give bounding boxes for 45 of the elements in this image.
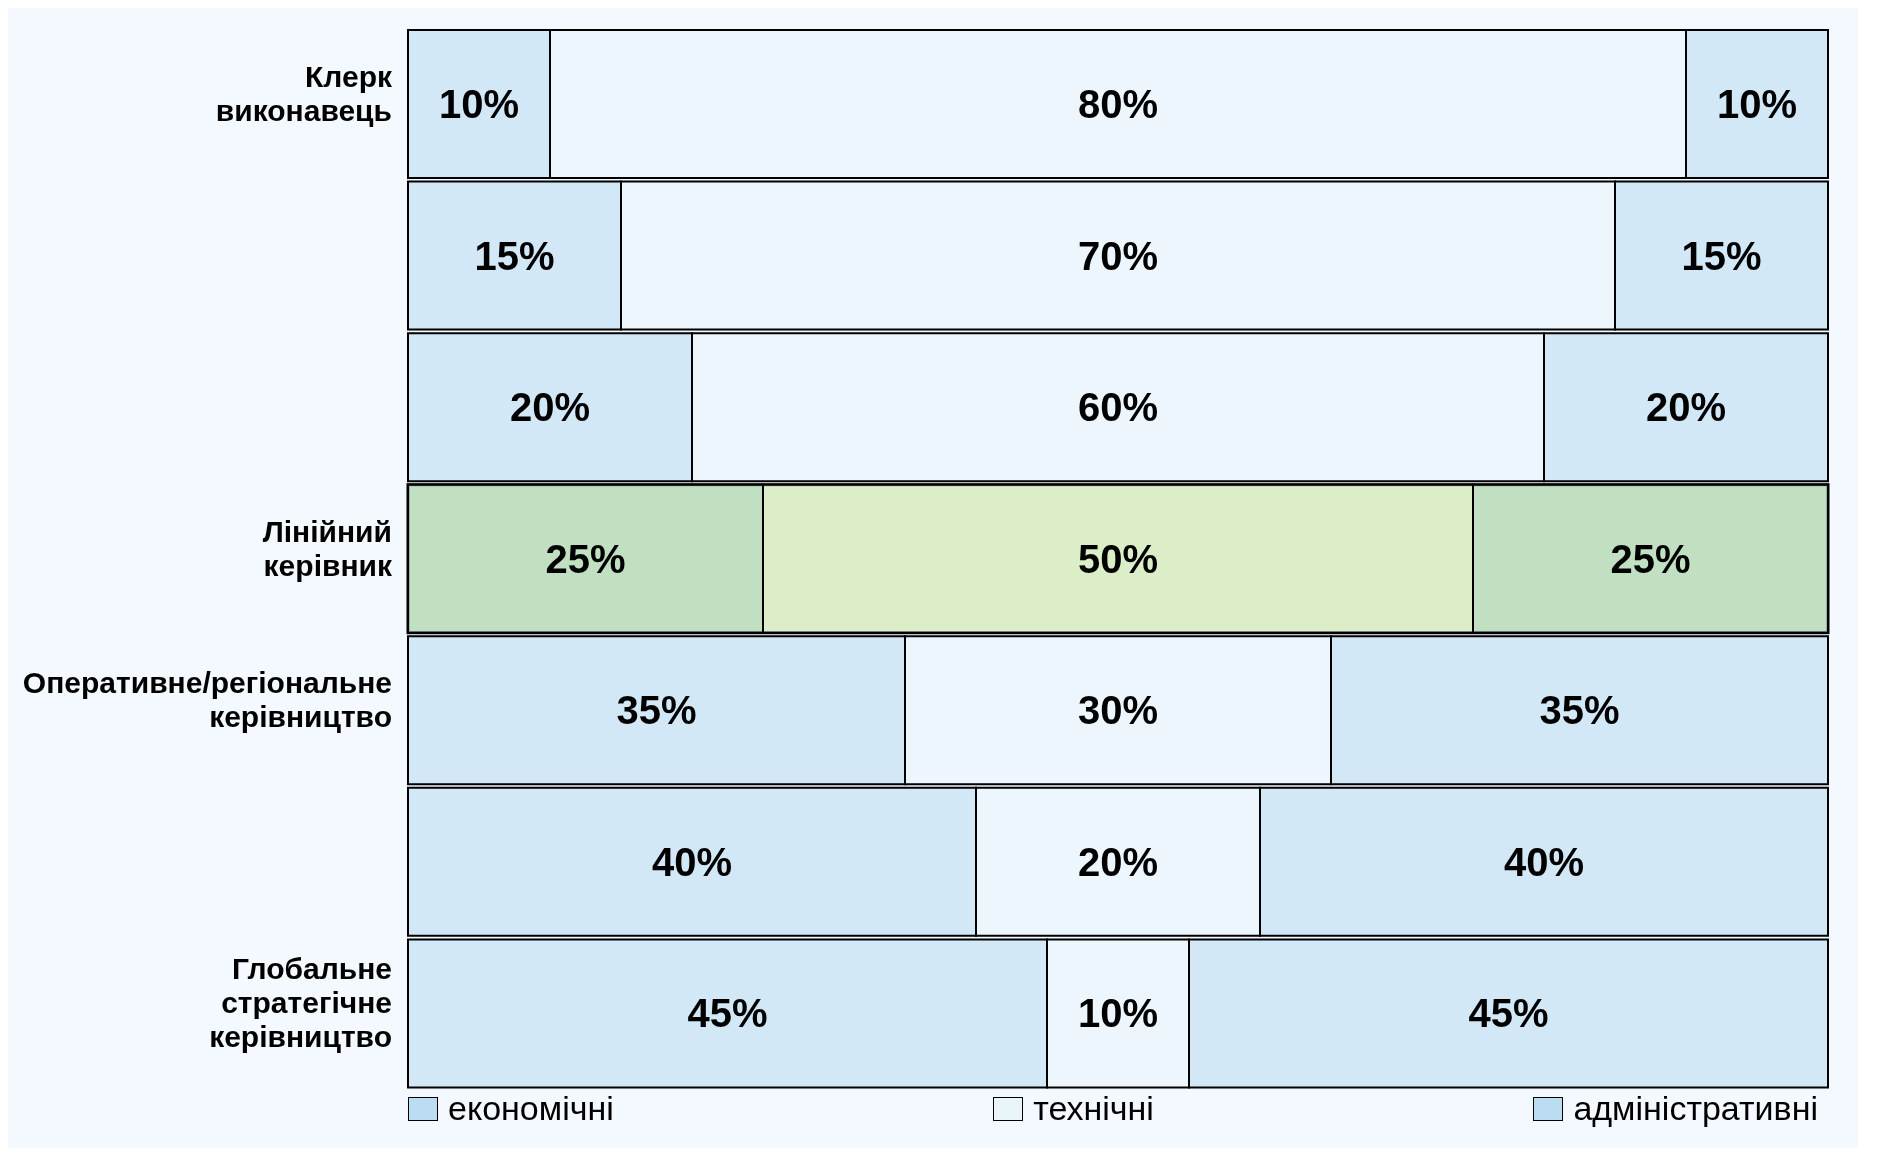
data-label: 20% <box>1077 839 1159 884</box>
y-tick-label: Глобальне стратегічне керівництво <box>209 952 392 1054</box>
data-label: 80% <box>1077 82 1159 126</box>
data-label: 25% <box>1610 536 1691 581</box>
data-label: 10% <box>1716 82 1798 126</box>
bar <box>407 29 551 179</box>
y-tick-label: Клерк виконавець <box>215 59 393 127</box>
bar <box>1472 483 1829 634</box>
bar <box>975 786 1261 937</box>
bar <box>407 332 693 483</box>
data-label: 20% <box>1645 385 1727 430</box>
data-label: 40% <box>651 839 733 884</box>
bar <box>1614 180 1829 331</box>
bar <box>407 786 977 937</box>
data-label: 50% <box>1077 536 1159 581</box>
bar <box>1188 938 1829 1089</box>
bar <box>904 635 1332 786</box>
data-label: 30% <box>1077 688 1159 733</box>
data-label: 15% <box>1681 233 1762 278</box>
bar <box>407 938 1048 1089</box>
legend-label: адміністративні <box>1573 1089 1818 1128</box>
data-label: 10% <box>1077 991 1159 1036</box>
legend-label: технічні <box>1033 1089 1154 1128</box>
data-label: 20% <box>509 385 591 430</box>
bar <box>407 483 764 634</box>
bar <box>549 29 1687 179</box>
data-label: 40% <box>1503 839 1585 884</box>
data-label: 35% <box>1539 688 1620 733</box>
y-tick-label: Оперативне/регіональне керівництво <box>22 666 392 734</box>
data-label: 35% <box>616 688 697 733</box>
data-label: 60% <box>1077 385 1159 430</box>
data-label: 70% <box>1077 233 1159 278</box>
bar <box>1259 786 1829 937</box>
legend-label: економічні <box>448 1089 614 1128</box>
data-label: 25% <box>545 536 626 581</box>
bar <box>620 180 1616 331</box>
bar <box>1046 938 1190 1089</box>
bar <box>1685 29 1829 179</box>
bar <box>1543 332 1829 483</box>
data-label: 45% <box>687 991 768 1036</box>
data-label: 15% <box>474 233 555 278</box>
data-label: 10% <box>438 82 520 126</box>
y-tick-label: Лінійний керівник <box>262 514 393 582</box>
bar <box>407 180 622 331</box>
data-label: 45% <box>1468 991 1549 1036</box>
